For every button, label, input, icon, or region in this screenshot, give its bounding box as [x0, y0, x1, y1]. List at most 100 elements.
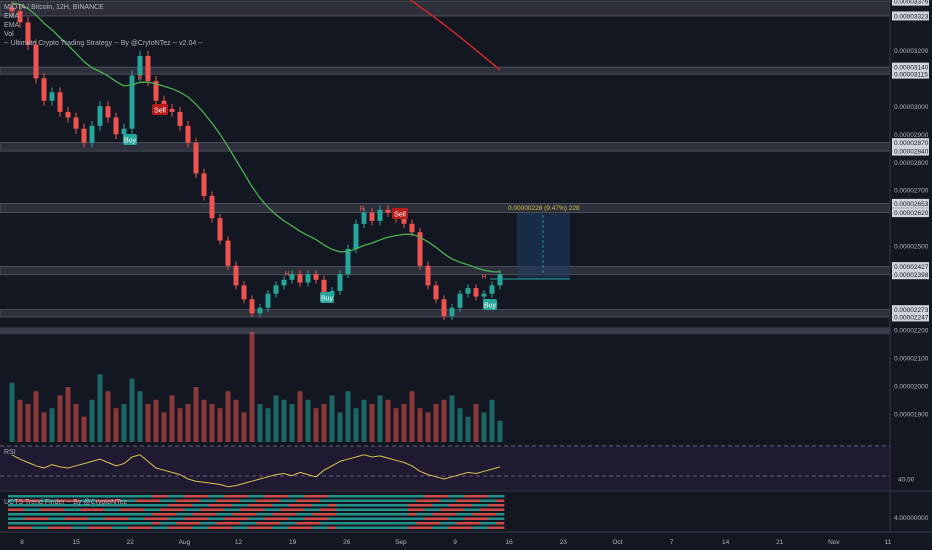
price-axis-label: 0.00003200 [894, 48, 929, 55]
ucts-cell [40, 517, 49, 520]
ucts-cell [56, 495, 65, 498]
ucts-cell [456, 508, 465, 511]
ucts-cell [240, 517, 249, 520]
ucts-cell [352, 526, 361, 529]
ucts-cell [456, 504, 465, 507]
volume-bar [49, 408, 55, 442]
ucts-cell [72, 526, 81, 529]
indicator-volume[interactable]: Vol [4, 31, 14, 38]
ucts-cell [312, 522, 321, 525]
ucts-cell [448, 495, 457, 498]
time-axis-label: 21 [776, 539, 784, 546]
ucts-cell [32, 504, 41, 507]
time-axis-label: 19 [289, 539, 297, 546]
ucts-cell [384, 517, 393, 520]
ucts-cell [472, 504, 481, 507]
ucts-cell [392, 526, 401, 529]
ucts-cell [224, 508, 233, 511]
ucts-cell [408, 504, 417, 507]
volume-bar [137, 391, 143, 442]
indicator-ema-1[interactable]: EMA [4, 13, 20, 20]
ucts-cell [320, 526, 329, 529]
candle-body [137, 55, 143, 76]
ucts-cell [216, 522, 225, 525]
ucts-cell [192, 499, 201, 502]
ucts-cell [376, 499, 385, 502]
ucts-cell [232, 504, 241, 507]
ucts-cell [32, 513, 41, 516]
ucts-cell [304, 517, 313, 520]
ucts-cell [96, 526, 105, 529]
ucts-cell [488, 508, 497, 511]
ucts-cell [64, 517, 73, 520]
price-axis-label: 0.00003323 [894, 13, 929, 20]
volume-bar [321, 403, 327, 442]
ucts-cell [368, 504, 377, 507]
ucts-cell [376, 522, 385, 525]
ucts-cell [368, 499, 377, 502]
ucts-cell [392, 513, 401, 516]
ucts-cell [360, 504, 369, 507]
volume-bar [345, 391, 351, 442]
ucts-cell [440, 522, 449, 525]
ucts-cell [480, 504, 489, 507]
indicator-ucts[interactable]: -- Ultimate Crypto Trading Strategy -- B… [4, 40, 203, 47]
ucts-cell [496, 526, 505, 529]
ucts-cell [360, 513, 369, 516]
ucts-cell [48, 522, 57, 525]
ucts-cell [496, 499, 505, 502]
price-axis-highlight [892, 138, 929, 148]
ucts-cell [48, 526, 57, 529]
ucts-cell [344, 526, 353, 529]
volume-bar [161, 412, 167, 442]
ucts-cell [480, 522, 489, 525]
candle-body [145, 55, 151, 82]
ucts-cell [400, 499, 409, 502]
ucts-cell [24, 508, 33, 511]
ucts-cell [344, 504, 353, 507]
candle-body [81, 128, 87, 143]
signal-marker-h: H [481, 274, 486, 281]
ucts-cell [280, 522, 289, 525]
ucts-cell [496, 522, 505, 525]
signal-label-bg [392, 208, 408, 219]
candle-body [89, 125, 95, 143]
ucts-cell [352, 517, 361, 520]
volume-bar [225, 391, 231, 442]
ucts-cell [200, 517, 209, 520]
ucts-cell [272, 508, 281, 511]
ucts-cell [192, 504, 201, 507]
ucts-cell [264, 517, 273, 520]
ucts-cell [368, 517, 377, 520]
volume-bar [273, 395, 279, 442]
rsi-pane-background [0, 446, 890, 490]
volume-bar [441, 399, 447, 442]
ucts-cell [368, 513, 377, 516]
volume-bar [337, 412, 343, 442]
ucts-cell [464, 526, 473, 529]
rsi-axis-label: 40.00 [898, 477, 915, 484]
ucts-cell [88, 495, 97, 498]
price-axis-label: 0.00002247 [894, 314, 929, 321]
ucts-cell [464, 522, 473, 525]
ucts-cell [344, 513, 353, 516]
ucts-cell [200, 508, 209, 511]
ucts-cell [272, 513, 281, 516]
volume-bar [241, 412, 247, 442]
price-axis-highlight [892, 69, 929, 79]
ucts-cell [384, 526, 393, 529]
ucts-cell [440, 513, 449, 516]
ucts-cell [488, 526, 497, 529]
ucts-cell [168, 513, 177, 516]
ucts-cell [400, 517, 409, 520]
ucts-cell [56, 513, 65, 516]
ucts-cell [56, 508, 65, 511]
ucts-cell [224, 499, 233, 502]
ucts-cell [224, 522, 233, 525]
ucts-cell [312, 504, 321, 507]
ucts-cell [136, 526, 145, 529]
indicator-ema-2[interactable]: EMA [4, 22, 20, 29]
candle-body [409, 223, 415, 233]
ucts-cell [240, 508, 249, 511]
